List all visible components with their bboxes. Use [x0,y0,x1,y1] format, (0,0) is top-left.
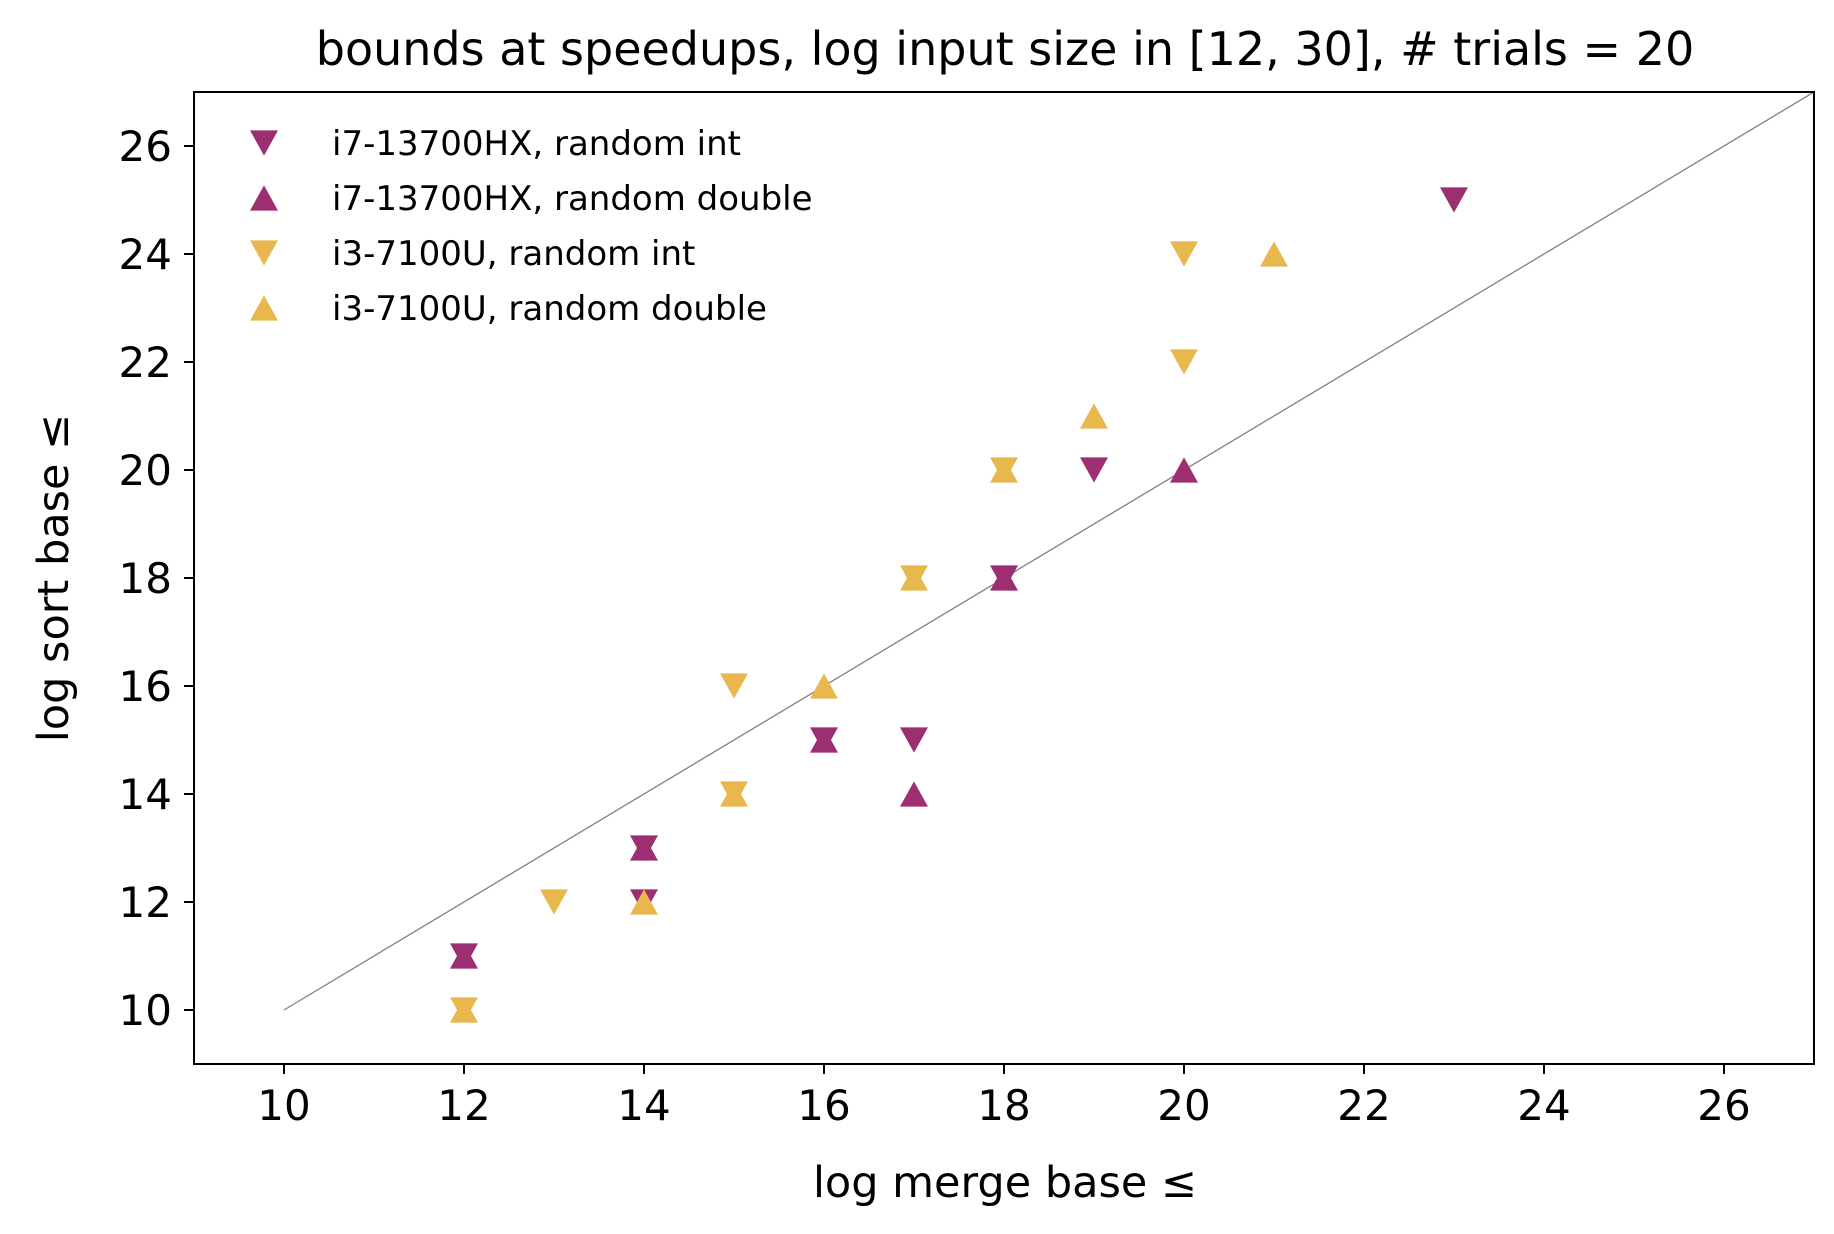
y-tick-label: 12 [119,878,172,927]
y-tick-label: 18 [119,554,172,603]
legend-marker [250,185,278,211]
legend-label: i7-13700HX, random double [332,179,813,219]
data-point-series-4 [1260,241,1288,267]
y-tick-label: 24 [119,230,172,279]
x-tick-label: 12 [437,1081,490,1130]
data-point-series-2 [990,565,1018,591]
data-point-series-2 [630,835,658,861]
legend-marker [250,240,278,266]
y-tick-label: 16 [119,662,172,711]
data-point-series-4 [630,889,658,915]
y-axis: 10 12 14 16 18 20 22 24 26 [119,122,194,1035]
y-axis-label: log sort base ≤ [29,414,79,742]
x-tick-label: 14 [617,1081,670,1130]
x-axis: 10 12 14 16 18 20 22 24 26 [257,1064,1751,1130]
data-point-series-4 [1080,403,1108,429]
data-point-series-4 [900,565,928,591]
legend-label: i3-7100U, random int [332,234,695,274]
x-tick-label: 16 [797,1081,850,1130]
legend-label: i3-7100U, random double [332,289,767,329]
y-tick-label: 10 [119,986,172,1035]
data-point-series-3 [1170,241,1198,267]
x-tick-label: 26 [1697,1081,1750,1130]
x-tick-label: 18 [977,1081,1030,1130]
data-point-series-1 [1440,187,1468,213]
x-tick-label: 22 [1337,1081,1390,1130]
reference-line [283,92,1814,1011]
data-point-series-3 [540,889,568,915]
y-tick-label: 22 [119,338,172,387]
data-point-series-2 [450,943,478,969]
x-tick-label: 20 [1157,1081,1210,1130]
data-point-series-1 [900,727,928,753]
data-point-series-3 [1170,349,1198,375]
data-point-series-1 [1080,457,1108,483]
data-point-series-3 [720,673,748,699]
data-point-series-2 [1170,457,1198,483]
chart-title: bounds at speedups, log input size in [1… [316,22,1694,76]
data-point-series-2 [810,727,838,753]
y-tick-label: 26 [119,122,172,171]
data-point-series-4 [450,997,478,1023]
data-point-series-4 [810,673,838,699]
x-tick-label: 10 [257,1081,310,1130]
legend: i7-13700HX, random int i7-13700HX, random… [250,124,813,329]
data-point-series-4 [720,781,748,807]
legend-label: i7-13700HX, random int [332,124,741,164]
x-tick-label: 24 [1517,1081,1570,1130]
y-tick-label: 20 [119,446,172,495]
plot-area [283,92,1814,1023]
legend-marker [250,130,278,156]
legend-marker [250,295,278,321]
data-point-series-4 [990,457,1018,483]
x-axis-label: log merge base ≤ [813,1158,1197,1208]
data-point-series-2 [900,781,928,807]
y-tick-label: 14 [119,770,172,819]
